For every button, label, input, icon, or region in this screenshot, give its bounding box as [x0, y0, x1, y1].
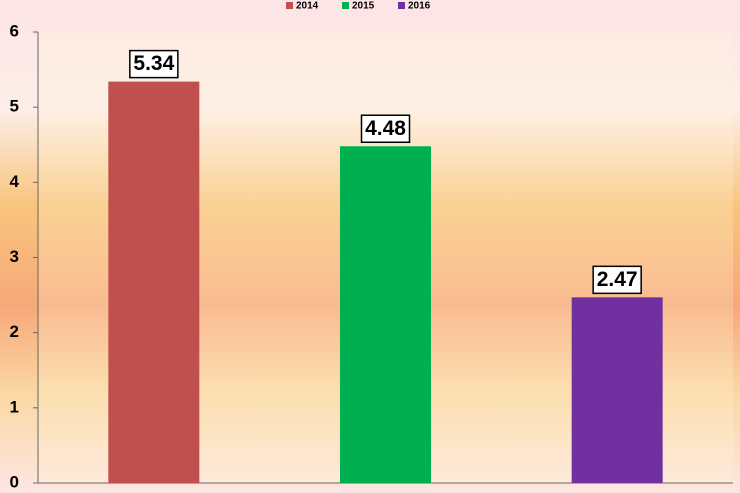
legend-label: 2015	[352, 1, 375, 12]
legend-swatch	[286, 2, 293, 9]
y-tick-label: 6	[10, 21, 19, 40]
data-label-box	[592, 265, 642, 295]
bar	[108, 81, 200, 484]
y-tick-label: 4	[10, 172, 20, 191]
legend-label: 2014	[296, 1, 319, 12]
legend-swatch	[398, 2, 405, 9]
legend-swatch	[342, 2, 349, 9]
data-label: 4.48	[365, 117, 406, 140]
y-tick-label: 0	[10, 472, 19, 491]
y-tick-label: 3	[10, 247, 19, 266]
data-label-box	[360, 114, 411, 144]
y-tick-label: 2	[10, 322, 19, 341]
legend-label: 2016	[408, 1, 431, 12]
bar	[571, 297, 663, 483]
data-label-box	[129, 49, 179, 79]
bar	[340, 146, 431, 483]
data-label: 5.34	[133, 52, 174, 75]
y-tick-label: 1	[10, 397, 19, 416]
y-tick-label: 5	[10, 97, 19, 116]
data-label: 2.47	[597, 268, 638, 291]
